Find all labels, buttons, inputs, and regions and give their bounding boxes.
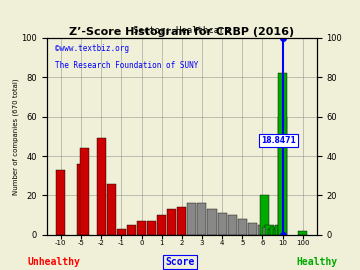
Bar [127, 225, 136, 235]
Bar [265, 225, 274, 235]
Bar [270, 227, 279, 235]
Y-axis label: Number of companies (670 total): Number of companies (670 total) [12, 78, 19, 195]
Bar [258, 225, 267, 235]
Bar [107, 184, 116, 235]
Text: The Research Foundation of SUNY: The Research Foundation of SUNY [55, 62, 198, 70]
Bar [57, 170, 66, 235]
Bar [238, 219, 247, 235]
Bar [207, 209, 217, 235]
Bar [187, 203, 197, 235]
Text: 18.8471: 18.8471 [261, 136, 296, 145]
Bar [177, 207, 186, 235]
Bar [157, 215, 166, 235]
Bar [217, 213, 227, 235]
Text: ©www.textbiz.org: ©www.textbiz.org [55, 44, 129, 53]
Bar [273, 229, 282, 235]
Bar [275, 225, 284, 235]
Bar [260, 195, 269, 235]
Bar [278, 117, 287, 235]
Bar [80, 148, 89, 235]
Bar [77, 164, 86, 235]
Text: Unhealthy: Unhealthy [28, 257, 80, 267]
Text: Sector: Healthcare: Sector: Healthcare [134, 26, 230, 35]
Bar [248, 223, 257, 235]
Bar [228, 215, 237, 235]
Bar [298, 231, 307, 235]
Bar [117, 229, 126, 235]
Bar [197, 203, 207, 235]
Bar [268, 229, 277, 235]
Bar [137, 221, 146, 235]
Title: Z’-Score Histogram for CRBP (2016): Z’-Score Histogram for CRBP (2016) [69, 27, 294, 37]
Bar [167, 209, 176, 235]
Text: Healthy: Healthy [296, 257, 337, 267]
Bar [97, 138, 106, 235]
Bar [263, 227, 272, 235]
Text: Score: Score [165, 257, 195, 267]
Bar [278, 73, 287, 235]
Bar [147, 221, 156, 235]
